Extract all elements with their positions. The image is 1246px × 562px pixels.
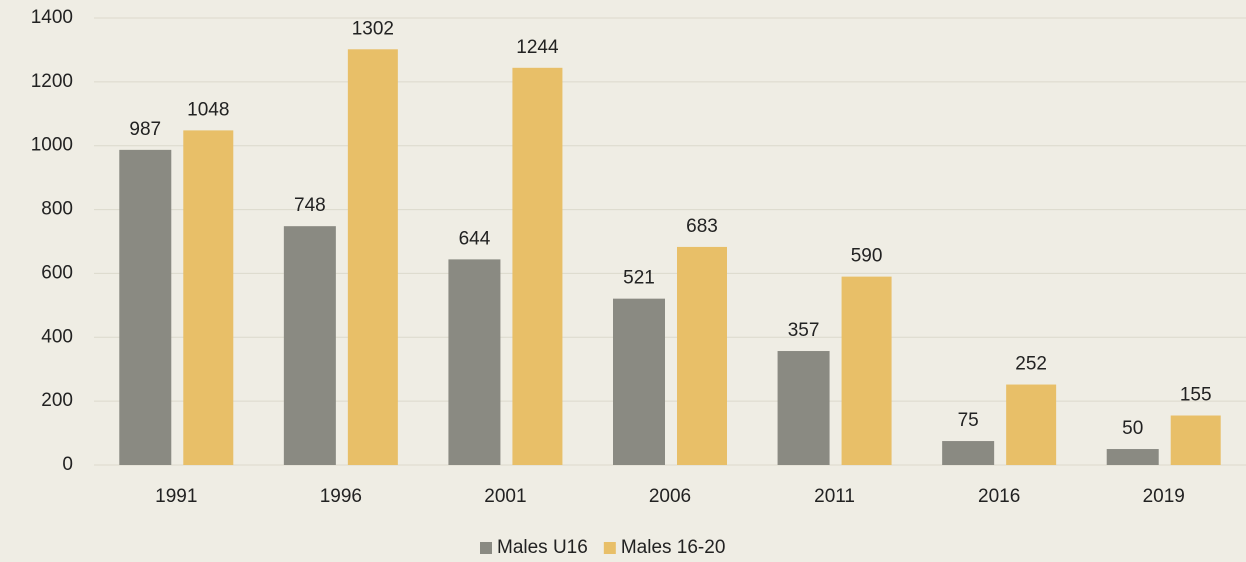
- data-label: 252: [1015, 354, 1047, 375]
- data-label: 644: [459, 228, 491, 249]
- data-label: 1048: [187, 99, 229, 120]
- x-tick-label: 2001: [484, 486, 526, 507]
- bar: [942, 441, 995, 465]
- x-tick-label: 1996: [320, 486, 362, 507]
- y-tick-label: 1000: [31, 135, 73, 156]
- x-tick-label: 2019: [1143, 486, 1185, 507]
- bar: [677, 246, 727, 465]
- data-label: 748: [294, 195, 326, 216]
- legend-swatch: [480, 542, 492, 554]
- x-tick-label: 2011: [814, 486, 855, 507]
- y-tick-label: 1400: [31, 7, 73, 28]
- y-tick-label: 200: [41, 390, 73, 411]
- bar: [512, 67, 563, 466]
- legend-swatch: [603, 542, 616, 554]
- bar: [1170, 415, 1221, 465]
- bar: [183, 130, 234, 466]
- x-tick-label: 2016: [978, 486, 1020, 507]
- y-tick-label: 600: [41, 262, 73, 283]
- y-tick-label: 1200: [31, 71, 73, 92]
- y-tick-label: 400: [41, 326, 73, 347]
- bar: [283, 226, 336, 465]
- data-label: 1302: [352, 18, 394, 39]
- y-tick-label: 800: [41, 199, 73, 220]
- bar: [613, 298, 665, 465]
- bar: [841, 276, 892, 465]
- bar: [448, 259, 501, 465]
- bar: [777, 351, 830, 465]
- legend-label: Males 16-20: [621, 537, 726, 558]
- x-tick-label: 1991: [155, 486, 197, 507]
- data-label: 683: [686, 216, 718, 237]
- data-label: 590: [851, 246, 883, 267]
- y-tick-label: 0: [62, 454, 73, 475]
- bar: [119, 149, 172, 466]
- data-label: 155: [1180, 385, 1212, 406]
- data-label: 357: [788, 320, 820, 341]
- data-label: 521: [623, 268, 655, 289]
- bar: [1006, 384, 1057, 465]
- bar: [1106, 449, 1159, 465]
- x-tick-label: 2006: [649, 486, 691, 507]
- legend-label: Males U16: [497, 537, 588, 558]
- data-label: 50: [1122, 418, 1143, 439]
- data-label: 1244: [516, 37, 559, 58]
- data-label: 987: [129, 119, 161, 140]
- data-label: 75: [958, 410, 979, 431]
- bar: [347, 49, 398, 465]
